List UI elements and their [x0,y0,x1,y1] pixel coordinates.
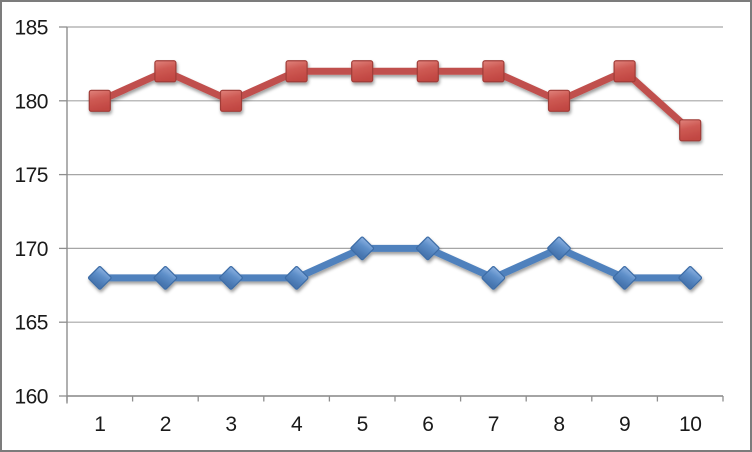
y-axis-label: 160 [14,386,48,409]
red-series-line[interactable] [96,67,694,134]
blue-series-marker-2[interactable] [153,266,178,290]
x-axis-label: 4 [291,413,303,436]
x-axis-label: 1 [94,413,105,436]
y-axis-label: 180 [14,90,48,113]
red-series-marker-3[interactable] [219,89,243,112]
x-axis-label: 5 [357,413,368,436]
x-axis-label: 7 [488,413,499,436]
red-series-marker-10[interactable] [679,119,702,142]
red-series-marker-9[interactable] [613,60,636,83]
red-series-marker-7[interactable] [482,60,505,83]
red-series-marker-2[interactable] [154,60,177,83]
red-series-marker-8[interactable] [547,89,571,112]
x-axis-label: 10 [679,413,701,436]
y-axis-label: 185 [14,17,48,40]
blue-series-marker-9[interactable] [612,266,637,290]
blue-series-marker-1[interactable] [87,266,112,290]
x-axis-label: 9 [619,413,630,436]
blue-series-marker-10[interactable] [678,266,703,290]
blue-series-marker-7[interactable] [481,266,506,290]
blue-series-marker-4[interactable] [284,266,309,290]
red-series-marker-6[interactable] [416,60,439,83]
y-axis-label: 165 [14,312,48,335]
red-series-marker-4[interactable] [285,60,308,83]
blue-series-marker-3[interactable] [219,266,243,290]
red-series-marker-1[interactable] [88,89,111,112]
red-series [88,60,702,142]
blue-series [87,236,703,290]
x-axis-label: 6 [422,413,433,436]
blue-series-marker-8[interactable] [547,236,571,261]
red-series-marker-5[interactable] [351,60,374,83]
x-axis-label: 8 [553,413,564,436]
blue-series-marker-5[interactable] [350,236,375,261]
blue-series-line[interactable] [96,244,694,282]
y-axis-label: 175 [14,164,48,187]
x-axis-label: 3 [225,413,236,436]
blue-series-marker-6[interactable] [415,236,440,261]
y-axis-label: 170 [14,238,48,261]
x-axis-label: 2 [160,413,171,436]
